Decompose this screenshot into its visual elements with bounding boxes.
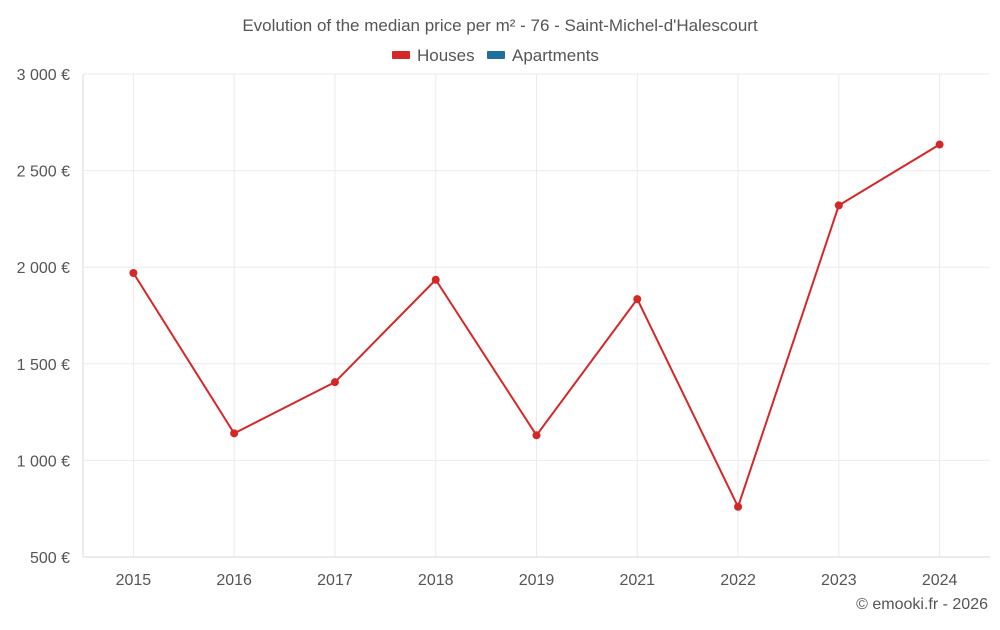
data-point-houses-2021[interactable] xyxy=(633,295,642,304)
data-point-houses-2018[interactable] xyxy=(431,275,440,284)
x-tick-label: 2016 xyxy=(216,572,252,589)
legend-swatch-houses xyxy=(392,51,410,59)
data-point-houses-2024[interactable] xyxy=(935,140,944,149)
credit-text: © emooki.fr - 2026 xyxy=(856,596,988,613)
data-point-houses-2017[interactable] xyxy=(330,378,339,387)
data-point-houses-2016[interactable] xyxy=(230,429,239,438)
x-tick-label: 2019 xyxy=(519,572,555,589)
y-tick-label: 500 € xyxy=(30,550,70,567)
x-tick-label: 2015 xyxy=(116,572,152,589)
y-tick-label: 3 000 € xyxy=(17,67,70,84)
y-tick-label: 2 000 € xyxy=(17,260,70,277)
legend: Houses Apartments xyxy=(392,46,599,65)
y-tick-label: 1 500 € xyxy=(17,357,70,374)
data-point-houses-2019[interactable] xyxy=(532,431,541,440)
data-point-houses-2015[interactable] xyxy=(129,268,138,277)
legend-label-houses: Houses xyxy=(417,46,475,65)
grid xyxy=(83,73,990,557)
y-tick-label: 1 000 € xyxy=(17,453,70,470)
y-tick-label: 2 500 € xyxy=(17,164,70,181)
x-tick-label: 2017 xyxy=(317,572,353,589)
x-tick-label: 2024 xyxy=(922,572,958,589)
legend-swatch-apartments xyxy=(487,51,505,59)
legend-item-apartments[interactable]: Apartments xyxy=(487,46,599,65)
legend-item-houses[interactable]: Houses xyxy=(392,46,475,65)
data-point-houses-2022[interactable] xyxy=(734,502,743,511)
data-points xyxy=(129,140,944,511)
data-point-houses-2023[interactable] xyxy=(834,201,843,210)
chart-title: Evolution of the median price per m² - 7… xyxy=(242,16,758,35)
x-tick-label: 2023 xyxy=(821,572,857,589)
x-tick-label: 2022 xyxy=(720,572,756,589)
legend-label-apartments: Apartments xyxy=(512,46,599,65)
x-tick-label: 2021 xyxy=(619,572,655,589)
axes: 500 € 1 000 € 1 500 € 2 000 € 2 500 € 3 000 €… xyxy=(17,67,990,589)
x-tick-label: 2018 xyxy=(418,572,454,589)
